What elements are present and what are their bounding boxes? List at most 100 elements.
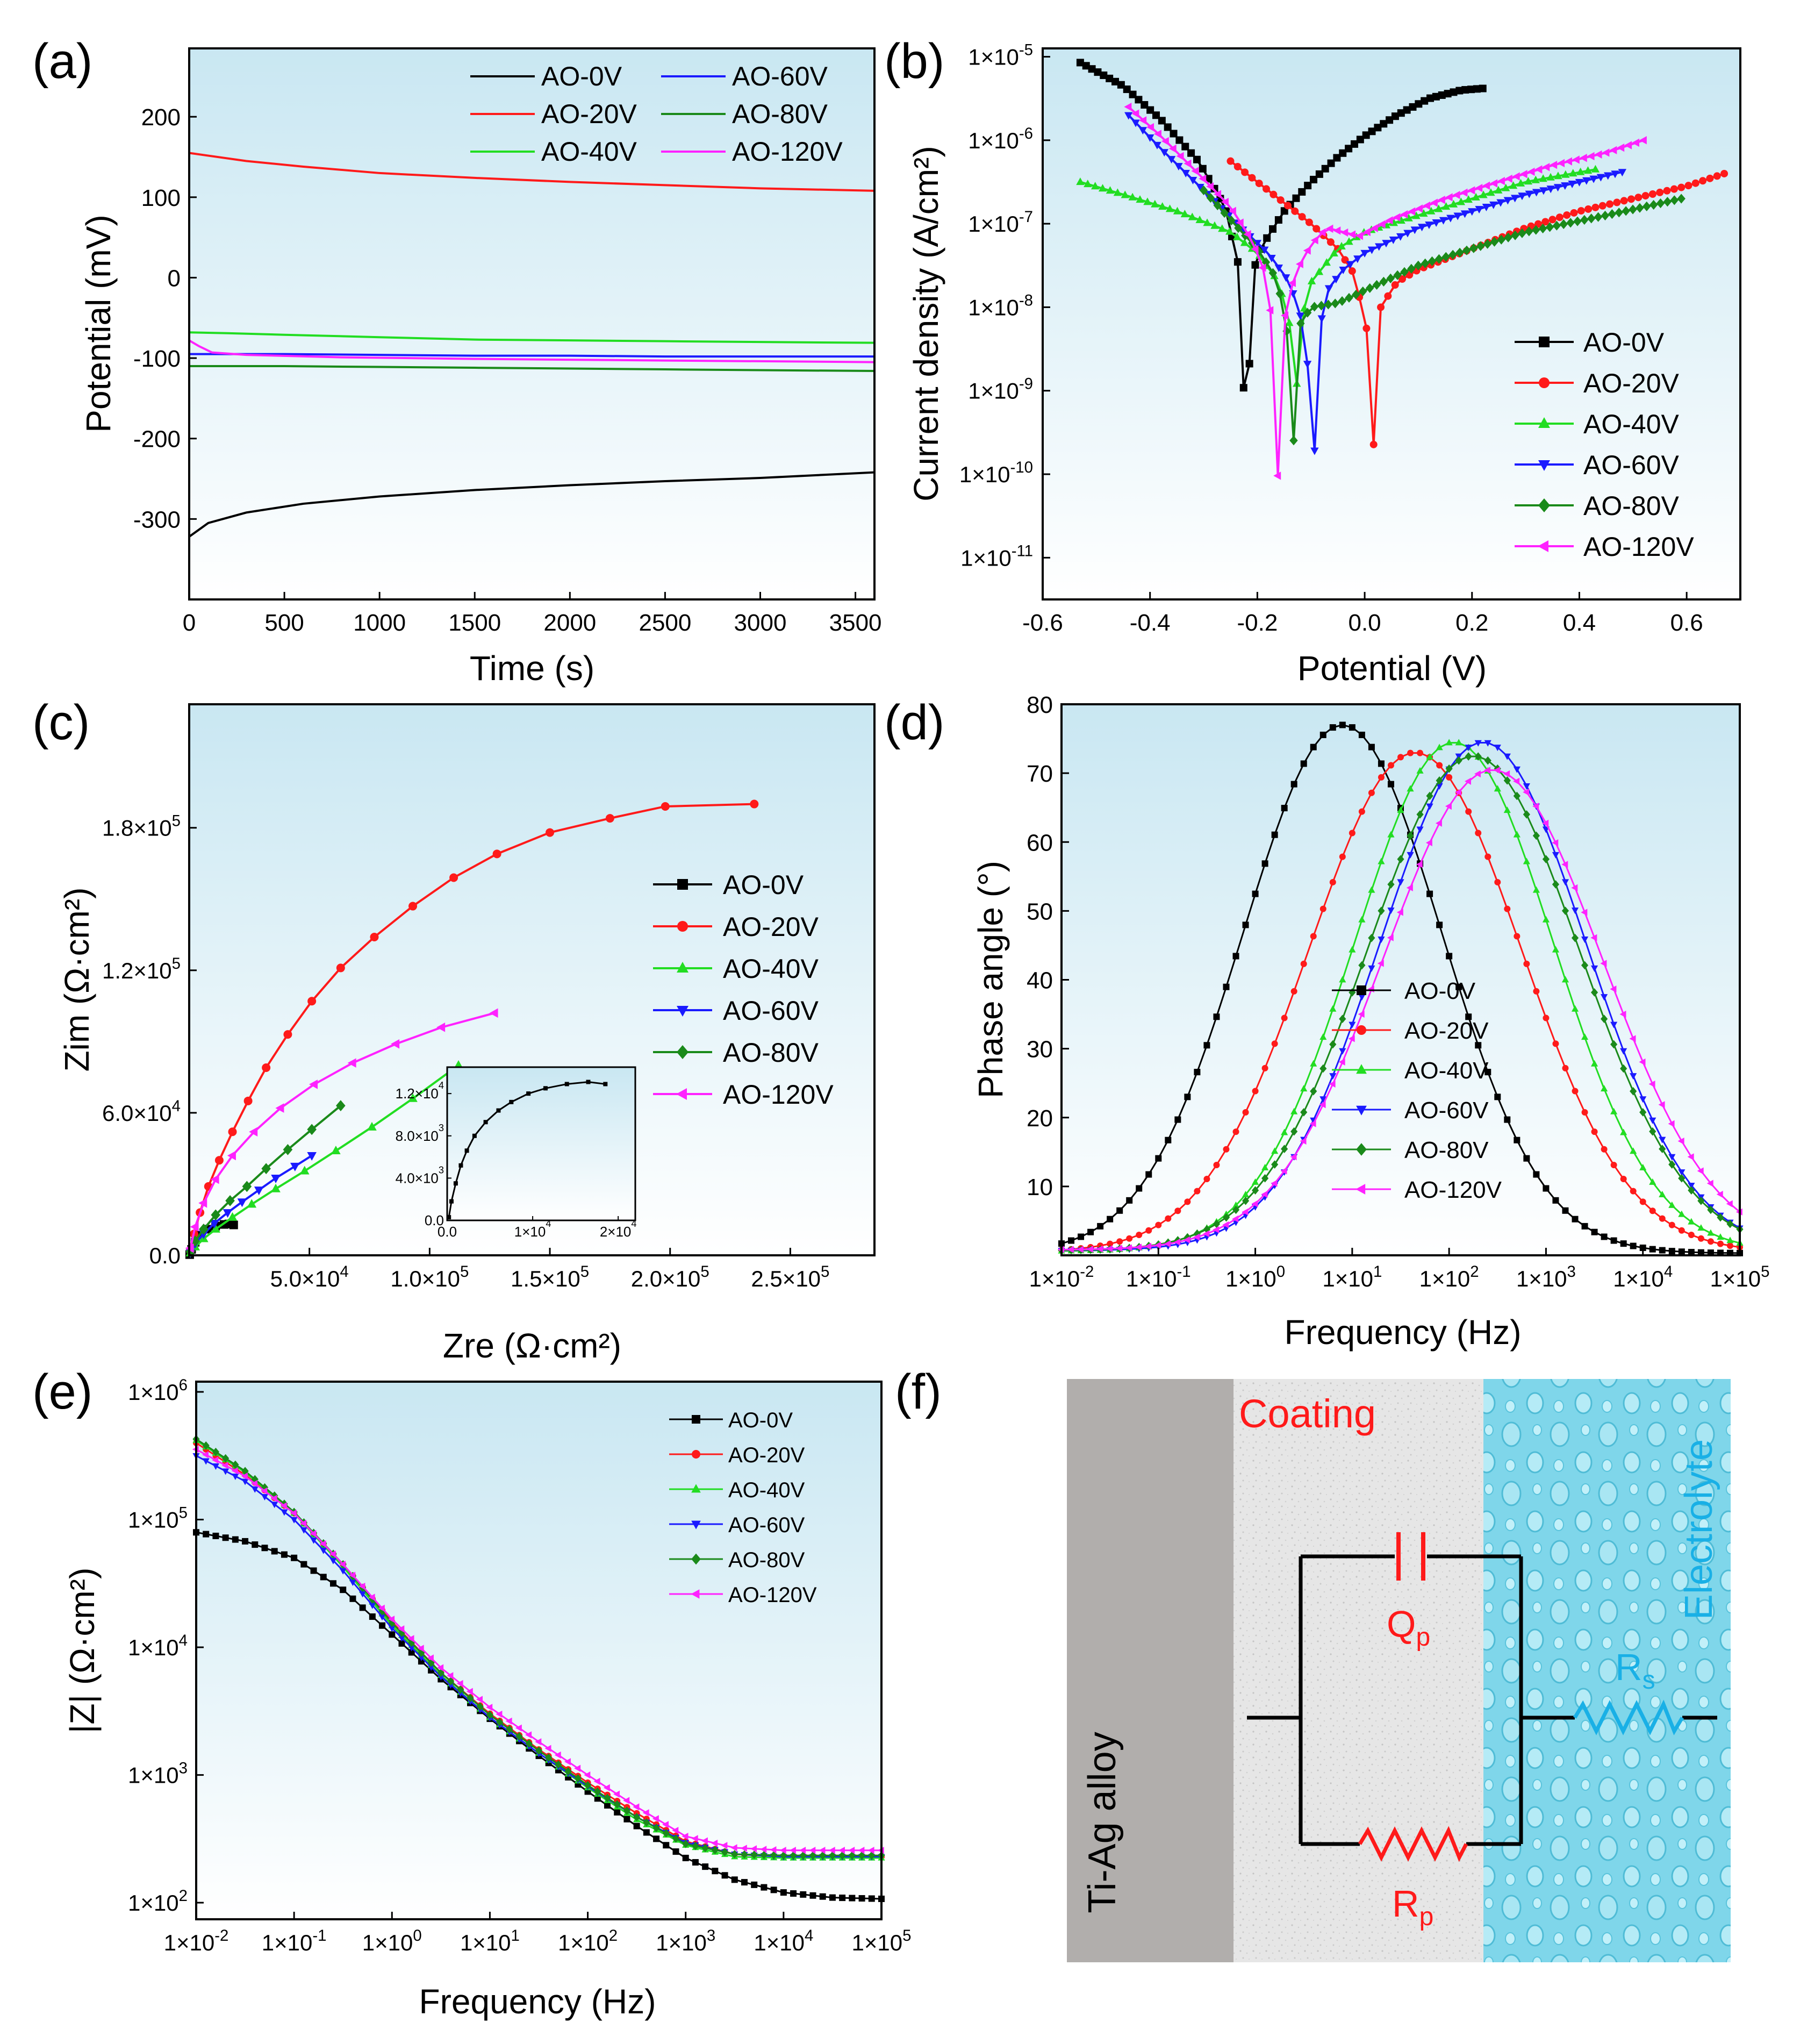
marker-d-ao-60v <box>1601 994 1608 1001</box>
marker-b-ao-120v <box>1355 232 1363 240</box>
marker-d-ao-20v <box>1116 1238 1123 1245</box>
marker-b-ao-40v <box>1441 202 1451 210</box>
marker-d-ao-120v <box>1494 766 1501 774</box>
marker-d-ao-20v <box>1475 830 1482 837</box>
marker-e-ao-80v <box>623 1806 631 1815</box>
x-tick-label-e: 1×10-1 <box>262 1927 327 1955</box>
marker-b-ao-40v <box>1218 224 1227 232</box>
marker-e-ao-60v <box>329 1557 337 1564</box>
marker-e-ao-0v <box>310 1567 317 1574</box>
marker-b-ao-60v <box>1267 254 1276 262</box>
plot-area-e <box>196 1382 881 1919</box>
marker-e-ao-60v <box>369 1602 376 1609</box>
marker-c-ao-20v <box>307 997 317 1006</box>
marker-b-ao-0v <box>1327 159 1335 167</box>
marker-e-ao-0v <box>408 1649 415 1656</box>
marker-e-ao-80v <box>858 1851 866 1860</box>
x-tick-label-b: -0.4 <box>1130 610 1171 636</box>
marker-b-ao-80v <box>1538 223 1547 234</box>
marker-d-ao-0v <box>1339 721 1346 728</box>
legend-label-d: AO-20V <box>1404 1018 1489 1044</box>
marker-b-ao-120v <box>1310 236 1318 245</box>
marker-b-ao-40v <box>1165 204 1174 212</box>
marker-d-ao-60v <box>1339 1048 1346 1055</box>
marker-b-ao-120v <box>1557 159 1565 168</box>
marker-b-ao-40v <box>1225 227 1234 235</box>
marker-b-ao-60v <box>1346 261 1355 269</box>
marker-b-ao-120v <box>1564 157 1572 166</box>
marker-b-ao-60v <box>1375 243 1383 251</box>
marker-c-ao-20v <box>262 1063 271 1072</box>
marker-b-ao-0v <box>1386 116 1394 124</box>
marker-d-ao-120v <box>1484 766 1491 774</box>
marker-b-ao-60v <box>1518 192 1526 201</box>
marker-d-ao-60v <box>1571 907 1579 914</box>
marker-e-ao-0v <box>604 1802 611 1809</box>
marker-e-ao-80v <box>261 1483 269 1492</box>
marker-b-ao-80v <box>1656 198 1665 209</box>
legend-marker-d <box>1356 1143 1367 1156</box>
marker-e-ao-0v <box>281 1551 288 1558</box>
legend-marker-c <box>677 1006 688 1017</box>
marker-b-ao-80v <box>1441 252 1450 262</box>
marker-b-ao-40v <box>1121 190 1129 198</box>
y-tick-label-b: 1×10-6 <box>968 125 1033 153</box>
marker-b-ao-60v <box>1460 210 1469 218</box>
y-tick-label-d: 60 <box>1027 830 1053 856</box>
marker-b-ao-40v <box>1330 248 1338 256</box>
marker-e-ao-80v <box>731 1850 738 1859</box>
x-tick-label-e: 1×101 <box>460 1927 520 1955</box>
marker-b-ao-60v <box>1181 170 1190 178</box>
marker-b-ao-0v <box>1380 120 1388 128</box>
marker-b-ao-40v <box>1084 180 1092 188</box>
legend-marker-c <box>677 962 688 973</box>
legend-label-e: AO-80V <box>728 1548 805 1572</box>
marker-d-ao-20v <box>1533 988 1540 995</box>
inset-marker-c <box>449 1199 454 1204</box>
marker-d-ao-0v <box>1213 1013 1220 1020</box>
marker-b-ao-60v <box>1432 219 1440 227</box>
alloy-layer <box>1067 1379 1233 1962</box>
marker-d-ao-80v <box>1222 1213 1230 1222</box>
plot-area-b <box>1043 48 1740 599</box>
y-tick-label-c: 1.2×105 <box>102 955 181 983</box>
marker-e-ao-80v <box>692 1841 699 1850</box>
marker-b-ao-120v <box>1139 116 1147 125</box>
marker-d-ao-0v <box>1319 731 1326 738</box>
marker-b-ao-60v <box>1396 233 1405 241</box>
marker-e-ao-120v <box>378 1604 385 1612</box>
marker-e-ao-0v <box>349 1595 356 1602</box>
legend-marker-e <box>691 1553 701 1565</box>
marker-d-ao-80v <box>1590 988 1598 997</box>
marker-b-ao-80v <box>1317 301 1326 311</box>
marker-b-ao-40v <box>1389 218 1398 226</box>
marker-b-ao-0v <box>1479 84 1487 92</box>
marker-d-ao-20v <box>1126 1235 1133 1242</box>
marker-b-ao-40v <box>1106 186 1115 194</box>
marker-d-ao-120v <box>1135 1243 1142 1251</box>
marker-b-ao-120v <box>1161 137 1169 146</box>
marker-b-ao-20v <box>1362 324 1371 332</box>
x-tick-label-e: 1×10-2 <box>164 1927 229 1955</box>
marker-e-ao-0v <box>643 1829 650 1836</box>
marker-d-ao-0v <box>1136 1185 1143 1192</box>
marker-d-ao-0v <box>1271 831 1278 838</box>
legend-label-d: AO-80V <box>1404 1137 1489 1163</box>
marker-b-ao-120v <box>1579 154 1587 162</box>
marker-b-ao-80v <box>1414 260 1423 270</box>
legend-label-a: AO-0V <box>541 61 622 91</box>
marker-b-ao-20v <box>1613 198 1621 206</box>
marker-b-ao-40v <box>1531 175 1540 183</box>
marker-b-ao-20v <box>1648 190 1656 198</box>
marker-e-ao-0v <box>340 1586 347 1593</box>
marker-b-ao-120v <box>1131 109 1139 118</box>
marker-d-ao-0v <box>1494 1094 1501 1100</box>
marker-b-ao-80v <box>1476 241 1485 251</box>
marker-b-ao-40v <box>1591 165 1600 173</box>
marker-c-ao-120v <box>347 1058 356 1068</box>
marker-b-ao-60v <box>1604 172 1612 180</box>
marker-b-ao-80v <box>1296 318 1305 328</box>
marker-c-ao-40v <box>247 1199 257 1208</box>
marker-e-ao-0v <box>242 1538 249 1545</box>
coating-layer <box>1233 1379 1483 1962</box>
